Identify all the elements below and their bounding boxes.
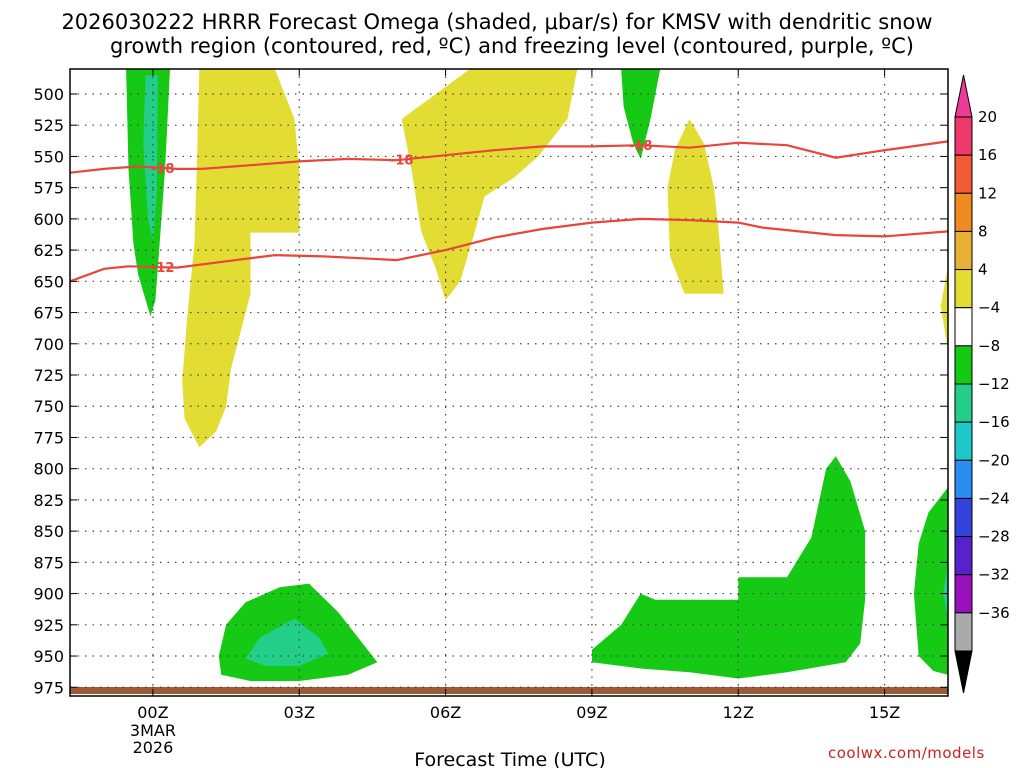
isotherm-line--18 (70, 140, 948, 174)
x-axis-label: Forecast Time (UTC) (414, 749, 605, 768)
x-tick-label-15Z: 15Z (869, 703, 900, 722)
omega-region-11 (940, 266, 948, 350)
colorbar-swatch-4 (954, 269, 973, 309)
colorbar-swatch-3 (954, 230, 973, 271)
y-tick-label-800: 800 (33, 460, 64, 479)
colorbar-label-12: −32 (978, 566, 1010, 584)
colorbar-swatch-9 (954, 459, 973, 499)
terrain-strip (70, 687, 948, 694)
colorbar-swatch-2 (954, 192, 973, 232)
x-tick-label-12Z: 12Z (723, 703, 754, 722)
isotherm-contours: -18 -18 -18 -12 (70, 139, 948, 283)
colorbar-swatch-8 (954, 421, 973, 461)
y-tick-label-500: 500 (33, 85, 64, 104)
y-tick-label-775: 775 (33, 428, 64, 447)
omega-region-2 (621, 69, 661, 159)
colorbar: 20 16 12 8 4 −4 −8 −12 −16 −20 −24 −28 −32 −36 (954, 74, 1010, 694)
y-tick-label-925: 925 (33, 616, 64, 635)
colorbar-label-9: −20 (978, 451, 1010, 469)
isotherm-label--12-0: -12 (151, 261, 175, 276)
y-tick-label-850: 850 (33, 522, 64, 541)
colorbar-label-5: −4 (978, 299, 1000, 317)
plot-frame (69, 68, 949, 697)
y-tick-label-600: 600 (33, 210, 64, 229)
colorbar-label-3: 8 (978, 222, 988, 240)
isotherm-line--12 (70, 217, 948, 283)
colorbar-label-6: −8 (978, 337, 1000, 355)
chart-title-line2: growth region (contoured, red, ºC) and f… (110, 34, 914, 58)
colorbar-label-4: 4 (978, 261, 988, 279)
colorbar-swatch-13 (954, 612, 973, 652)
colorbar-top-arrow (954, 74, 973, 118)
credit-text: coolwx.com/models (828, 744, 985, 762)
y-tick-label-650: 650 (33, 272, 64, 291)
y-tick-label-900: 900 (33, 585, 64, 604)
chart-title-line1: 2026030222 HRRR Forecast Omega (shaded, … (61, 10, 932, 34)
y-tick-label-950: 950 (33, 647, 64, 666)
colorbar-swatch-7 (954, 383, 973, 423)
colorbar-label-0: 20 (978, 108, 997, 126)
y-tick-label-525: 525 (33, 116, 64, 135)
x-tick-sublabel-date: 3MAR (130, 721, 176, 740)
omega-region-4 (245, 618, 329, 666)
colorbar-swatch-5 (954, 307, 973, 347)
y-tick-label-550: 550 (33, 147, 64, 166)
colorbar-label-2: 12 (978, 184, 997, 202)
y-tick-label-825: 825 (33, 491, 64, 510)
colorbar-label-13: −36 (978, 604, 1010, 622)
isotherm-label--18-1: -18 (390, 154, 414, 169)
isotherm-label--18-2: -18 (629, 139, 653, 154)
colorbar-swatch-12 (954, 574, 973, 614)
x-tick-sublabel-year: 2026 (133, 738, 174, 757)
x-tick-label-03Z: 03Z (284, 703, 315, 722)
y-tick-label-700: 700 (33, 335, 64, 354)
colorbar-label-11: −28 (978, 528, 1010, 546)
y-tick-label-725: 725 (33, 366, 64, 385)
omega-region-7 (943, 562, 948, 619)
colorbar-label-7: −12 (978, 375, 1010, 393)
colorbar-label-8: −16 (978, 413, 1010, 431)
colorbar-swatch-11 (954, 536, 973, 576)
colorbar-swatch-6 (954, 345, 973, 385)
omega-region-5 (591, 456, 866, 679)
omega-region-1 (143, 75, 158, 242)
omega-region-10 (667, 119, 724, 294)
colorbar-swatch-10 (954, 497, 973, 538)
colorbar-swatch-1 (954, 154, 973, 194)
colorbar-bottom-arrow (954, 650, 973, 694)
colorbar-swatch-0 (954, 116, 973, 156)
y-tick-label-875: 875 (33, 553, 64, 572)
isotherm-label--18-0: -18 (151, 162, 175, 177)
x-tick-label-06Z: 06Z (430, 703, 461, 722)
y-tick-label-675: 675 (33, 304, 64, 323)
y-tick-label-575: 575 (33, 179, 64, 198)
colorbar-label-1: 16 (978, 146, 997, 164)
omega-region-6 (913, 487, 948, 675)
x-tick-label-00Z: 00Z (137, 703, 168, 722)
y-axis: 500 525 550 575 600 625 650 675 700 725 750 775 800 8… (33, 85, 948, 697)
colorbar-label-10: −24 (978, 489, 1010, 507)
y-tick-label-975: 975 (33, 678, 64, 697)
y-tick-label-625: 625 (33, 241, 64, 260)
x-tick-label-09Z: 09Z (576, 703, 607, 722)
y-tick-label-750: 750 (33, 397, 64, 416)
